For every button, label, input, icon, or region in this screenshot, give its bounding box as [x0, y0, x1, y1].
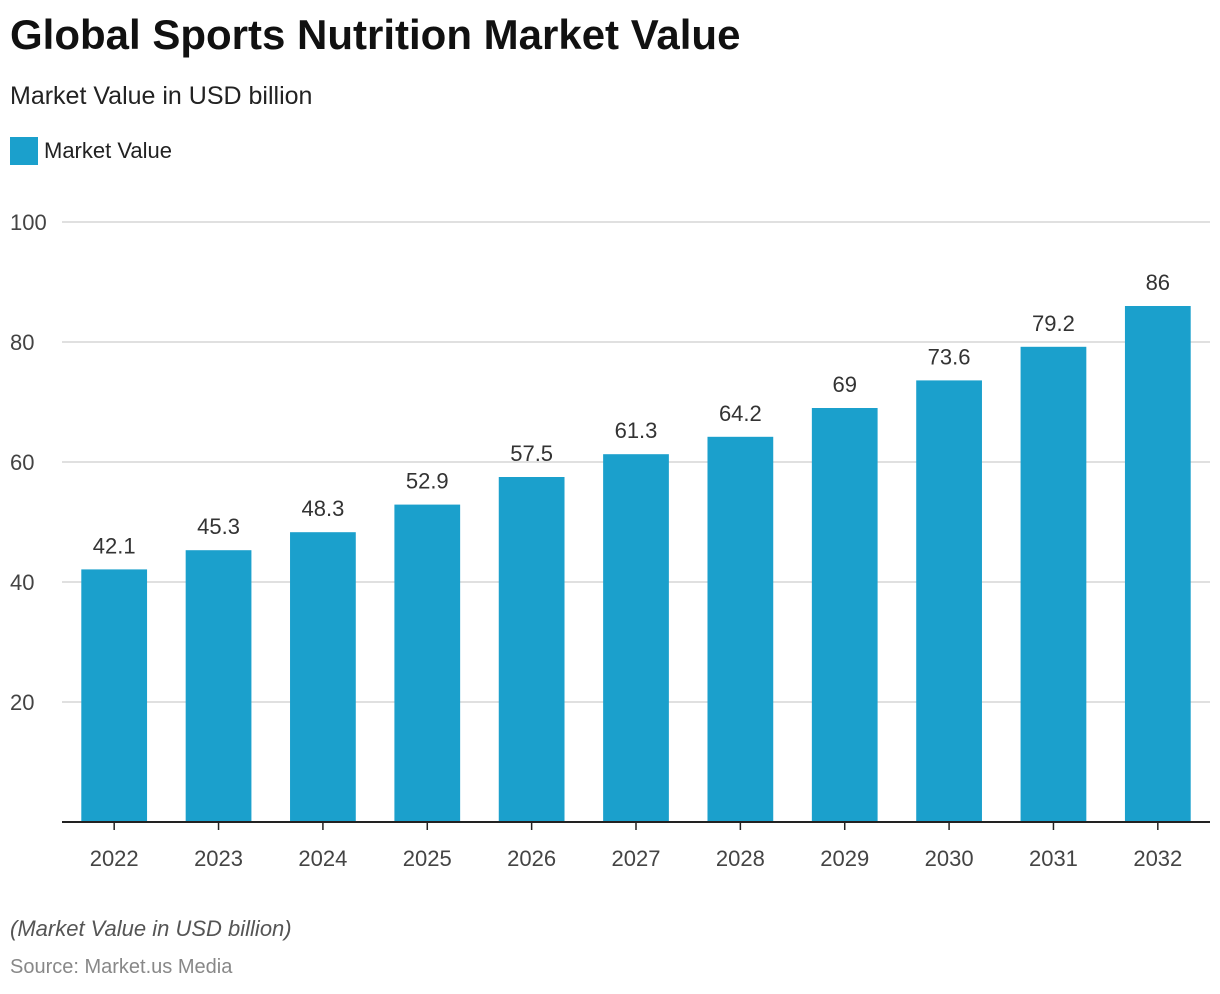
x-tick-label-2024: 2024 — [298, 846, 347, 871]
x-tick-label-2032: 2032 — [1133, 846, 1182, 871]
x-tick-label-2027: 2027 — [612, 846, 661, 871]
x-tick-label-2030: 2030 — [925, 846, 974, 871]
y-tick-label: 20 — [10, 690, 34, 715]
x-tick-label-2025: 2025 — [403, 846, 452, 871]
bars — [81, 306, 1191, 822]
bar-2030 — [916, 380, 982, 822]
y-tick-label: 60 — [10, 450, 34, 475]
bar-2029 — [811, 408, 878, 822]
value-label-2025: 52.9 — [406, 469, 449, 494]
footnote: (Market Value in USD billion) — [10, 916, 292, 941]
bar-2025 — [394, 504, 461, 822]
value-label-2026: 57.5 — [510, 441, 553, 466]
value-label-2024: 48.3 — [301, 496, 344, 521]
value-labels: 42.1 45.3 48.3 52.9 57.5 61.3 64.2 69 73.6 79.2 86 — [93, 270, 1170, 558]
x-axis: 2022 2023 2024 2025 2026 2027 2028 2029 2030 2031… — [62, 821, 1210, 871]
x-tick-label-2023: 2023 — [194, 846, 243, 871]
value-label-2029: 69 — [832, 372, 856, 397]
value-label-2031: 79.2 — [1032, 311, 1075, 336]
legend-swatch — [10, 137, 38, 165]
legend-label: Market Value — [44, 138, 172, 163]
bar-2032 — [1124, 306, 1191, 822]
x-tick-label-2028: 2028 — [716, 846, 765, 871]
source-credit: Source: Market.us Media — [10, 956, 233, 978]
bar-2027 — [603, 454, 669, 822]
value-label-2030: 73.6 — [928, 344, 971, 369]
bar-2031 — [1020, 346, 1087, 822]
value-label-2027: 61.3 — [615, 418, 658, 443]
x-tick-label-2022: 2022 — [90, 846, 139, 871]
value-label-2022: 42.1 — [93, 533, 136, 558]
bar-2023 — [185, 550, 252, 822]
bar-2022 — [81, 569, 148, 822]
x-tick-label-2031: 2031 — [1029, 846, 1078, 871]
bar-2028 — [707, 436, 774, 822]
chart-subtitle: Market Value in USD billion — [10, 82, 313, 110]
value-label-2023: 45.3 — [197, 514, 240, 539]
legend: Market Value — [10, 136, 172, 166]
value-label-2032: 86 — [1146, 270, 1170, 295]
bar-2026 — [498, 477, 565, 822]
y-tick-label: 80 — [10, 330, 34, 355]
y-axis-ticks: 20 40 60 80 100 — [10, 210, 47, 715]
x-tick-label-2026: 2026 — [507, 846, 556, 871]
bar-2024 — [290, 532, 356, 822]
chart-title: Global Sports Nutrition Market Value — [10, 11, 741, 58]
bar-chart: 20 40 60 80 100 42.1 45.3 48.3 52.9 57.5 61.3 64.2… — [10, 210, 1210, 871]
x-tick-label-2029: 2029 — [820, 846, 869, 871]
y-tick-label: 40 — [10, 570, 34, 595]
value-label-2028: 64.2 — [719, 401, 762, 426]
y-tick-label: 100 — [10, 210, 47, 235]
